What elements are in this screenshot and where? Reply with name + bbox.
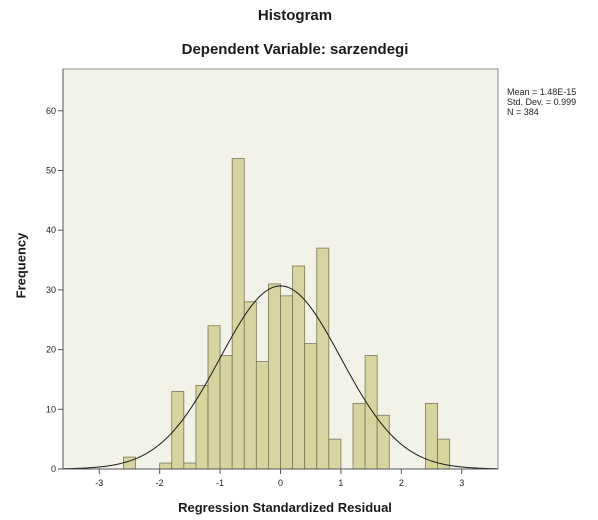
histogram-bar bbox=[280, 295, 293, 470]
histogram-bar bbox=[268, 283, 281, 470]
stat-mean: Mean = 1.48E-15 bbox=[507, 87, 577, 97]
stats-box: Mean = 1.48E-15 Std. Dev. = 0.999 N = 38… bbox=[507, 87, 576, 117]
histogram-bar bbox=[304, 343, 318, 470]
chart-subtitle: Dependent Variable: sarzendegi bbox=[181, 41, 409, 58]
histogram-bar bbox=[123, 456, 136, 470]
histogram-bar bbox=[255, 361, 269, 470]
histogram-bar bbox=[352, 402, 366, 470]
x-tick-label: 0 bbox=[278, 478, 283, 488]
histogram-bar bbox=[364, 355, 378, 470]
histogram-bar bbox=[207, 325, 221, 470]
histogram-bar bbox=[243, 301, 257, 470]
histogram-bar bbox=[183, 462, 197, 470]
chart-title: Histogram bbox=[257, 7, 333, 24]
x-tick-label: -2 bbox=[156, 478, 164, 488]
y-tick-label: 50 bbox=[46, 165, 56, 175]
x-tick-label: 1 bbox=[338, 478, 343, 488]
x-tick-label: 3 bbox=[459, 478, 464, 488]
y-tick-label: 30 bbox=[46, 285, 56, 295]
x-tick-label: -1 bbox=[216, 478, 224, 488]
histogram-bar bbox=[231, 158, 245, 470]
y-tick-label: 60 bbox=[46, 106, 56, 116]
y-tick-label: 0 bbox=[51, 464, 56, 474]
histogram-bar bbox=[316, 247, 330, 470]
x-tick-label: 2 bbox=[399, 478, 404, 488]
x-tick-label: -3 bbox=[95, 478, 103, 488]
y-tick-label: 20 bbox=[46, 345, 56, 355]
stat-std-dev: Std. Dev. = 0.999 bbox=[507, 97, 577, 107]
y-tick-label: 40 bbox=[46, 225, 56, 235]
histogram-bar bbox=[376, 414, 390, 470]
histogram-bar bbox=[219, 355, 233, 470]
normal-curve bbox=[62, 285, 499, 470]
x-axis-label: Regression Standardized Residual bbox=[178, 500, 392, 515]
stat-n: N = 384 bbox=[507, 107, 539, 117]
histogram-bar bbox=[292, 265, 306, 470]
histogram-bar bbox=[159, 462, 173, 470]
y-tick-label: 10 bbox=[46, 404, 56, 414]
histogram-bar bbox=[328, 438, 342, 470]
